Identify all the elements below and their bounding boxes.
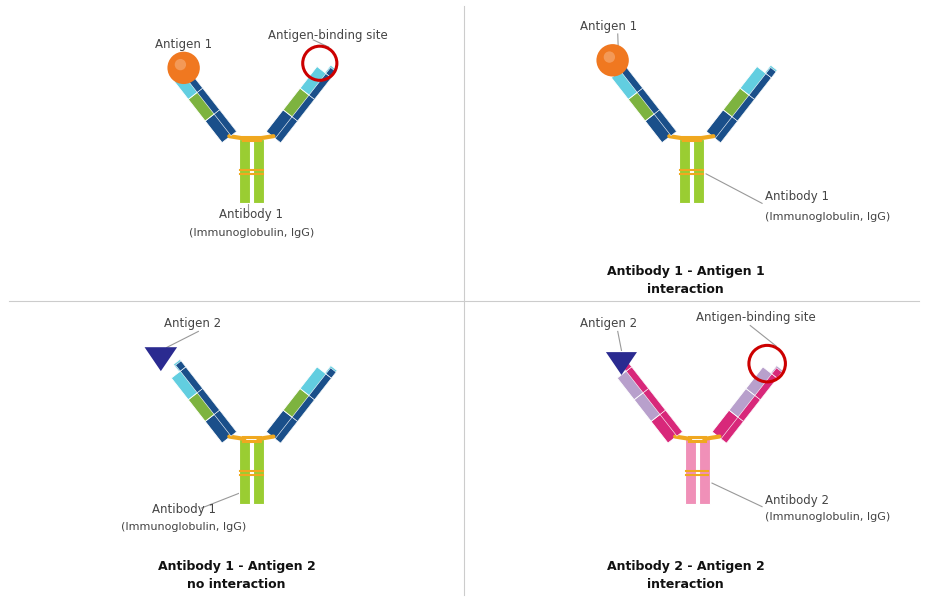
Polygon shape	[626, 367, 648, 393]
Polygon shape	[205, 410, 236, 443]
FancyBboxPatch shape	[698, 439, 709, 504]
Polygon shape	[145, 347, 177, 371]
Polygon shape	[722, 88, 754, 121]
Text: Antibody 1: Antibody 1	[219, 208, 283, 221]
FancyBboxPatch shape	[678, 138, 689, 203]
Polygon shape	[633, 388, 665, 421]
Polygon shape	[737, 395, 759, 421]
FancyBboxPatch shape	[684, 439, 695, 504]
Circle shape	[603, 52, 615, 63]
Polygon shape	[628, 88, 659, 121]
Text: Antigen 1: Antigen 1	[579, 20, 637, 32]
Text: Antibody 1 - Antigen 2: Antibody 1 - Antigen 2	[158, 560, 315, 573]
Polygon shape	[711, 410, 743, 443]
Circle shape	[174, 59, 185, 70]
Text: Antigen-binding site: Antigen-binding site	[695, 311, 815, 324]
Polygon shape	[325, 368, 336, 378]
Polygon shape	[299, 367, 331, 400]
Polygon shape	[266, 410, 298, 443]
Polygon shape	[765, 67, 775, 78]
Text: Antibody 2 - Antigen 2: Antibody 2 - Antigen 2	[606, 560, 764, 573]
Polygon shape	[605, 352, 636, 375]
Polygon shape	[292, 95, 314, 121]
Text: Antibody 1: Antibody 1	[764, 191, 828, 203]
Polygon shape	[171, 367, 202, 400]
Polygon shape	[197, 88, 220, 114]
Text: Antigen 2: Antigen 2	[164, 317, 221, 330]
Polygon shape	[659, 410, 681, 436]
FancyBboxPatch shape	[238, 439, 249, 504]
Circle shape	[167, 52, 199, 84]
Polygon shape	[309, 374, 331, 400]
Text: interaction: interaction	[646, 578, 723, 591]
Polygon shape	[325, 67, 336, 78]
Polygon shape	[180, 67, 202, 93]
Polygon shape	[715, 117, 737, 142]
Polygon shape	[175, 61, 185, 71]
Polygon shape	[642, 388, 665, 415]
Polygon shape	[618, 359, 631, 372]
Polygon shape	[173, 359, 185, 372]
Polygon shape	[731, 95, 754, 121]
Text: (Immunoglobulin, IgG): (Immunoglobulin, IgG)	[764, 512, 889, 522]
Polygon shape	[745, 367, 777, 400]
Text: (Immunoglobulin, IgG): (Immunoglobulin, IgG)	[764, 212, 889, 222]
Polygon shape	[771, 368, 781, 378]
Polygon shape	[171, 67, 202, 99]
Polygon shape	[764, 66, 777, 78]
Polygon shape	[705, 110, 737, 142]
FancyBboxPatch shape	[252, 138, 264, 203]
Polygon shape	[720, 417, 743, 443]
Polygon shape	[283, 388, 314, 421]
Text: Antigen 1: Antigen 1	[155, 38, 212, 51]
Polygon shape	[275, 117, 298, 142]
Polygon shape	[283, 88, 314, 121]
FancyBboxPatch shape	[252, 439, 264, 504]
Text: Antigen 2: Antigen 2	[579, 317, 637, 330]
Polygon shape	[324, 66, 337, 78]
Polygon shape	[615, 61, 625, 71]
Polygon shape	[197, 388, 220, 415]
Text: Antibody 1: Antibody 1	[151, 502, 215, 516]
Polygon shape	[188, 388, 220, 421]
Polygon shape	[214, 410, 236, 436]
Polygon shape	[616, 367, 648, 400]
FancyBboxPatch shape	[238, 138, 249, 203]
Polygon shape	[299, 67, 331, 99]
Text: no interaction: no interaction	[187, 578, 286, 591]
Polygon shape	[275, 417, 298, 443]
Circle shape	[596, 44, 629, 76]
Polygon shape	[188, 88, 220, 121]
Polygon shape	[621, 361, 631, 371]
Polygon shape	[754, 374, 777, 400]
Polygon shape	[173, 59, 185, 72]
Text: (Immunoglobulin, IgG): (Immunoglobulin, IgG)	[121, 522, 246, 532]
Polygon shape	[619, 67, 641, 93]
Polygon shape	[729, 388, 759, 421]
Text: Antigen-binding site: Antigen-binding site	[268, 29, 387, 42]
Polygon shape	[613, 59, 625, 72]
Text: Antibody 2: Antibody 2	[764, 493, 828, 507]
Polygon shape	[611, 67, 641, 99]
Polygon shape	[748, 73, 770, 99]
Polygon shape	[324, 365, 337, 378]
Polygon shape	[740, 67, 770, 99]
Polygon shape	[266, 110, 298, 142]
Polygon shape	[651, 410, 681, 443]
Polygon shape	[205, 110, 236, 142]
Polygon shape	[644, 110, 676, 142]
Text: Antibody 1 - Antigen 1: Antibody 1 - Antigen 1	[606, 266, 764, 278]
Polygon shape	[770, 365, 782, 378]
Polygon shape	[637, 88, 659, 114]
Text: interaction: interaction	[646, 283, 723, 296]
Text: (Immunoglobulin, IgG): (Immunoglobulin, IgG)	[188, 228, 313, 238]
Polygon shape	[309, 73, 331, 99]
Polygon shape	[180, 367, 202, 393]
Polygon shape	[654, 110, 676, 136]
Polygon shape	[214, 110, 236, 136]
Polygon shape	[292, 395, 314, 421]
FancyBboxPatch shape	[692, 138, 704, 203]
Polygon shape	[175, 361, 185, 371]
